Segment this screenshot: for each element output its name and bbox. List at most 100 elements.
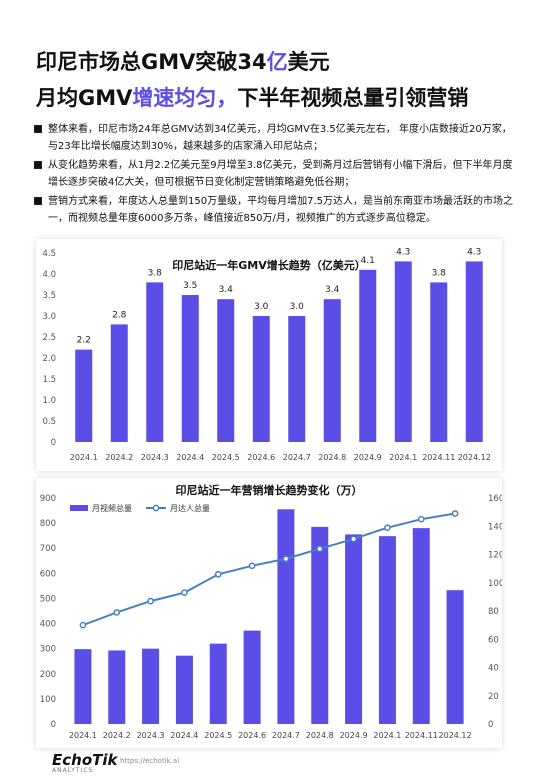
video-bar [74, 649, 92, 724]
y-right-tick-label: 100 [488, 579, 502, 589]
video-bar [277, 509, 295, 724]
y-tick-label: 3.5 [42, 291, 56, 301]
x-tick-label: 2024.12 [458, 453, 491, 462]
y-left-tick-label: 700 [40, 544, 56, 554]
x-tick-label: 2024.6 [238, 731, 266, 740]
legend-bar-swatch [70, 505, 88, 511]
brand-logo-sub: ANALYTICS [52, 767, 94, 774]
gmv-bar [394, 261, 412, 442]
x-tick-label: 2024.5 [204, 731, 232, 740]
y-tick-label: 0 [51, 438, 56, 448]
gmv-bar-chart: 0 0.5 1.0 1.5 2.0 2.5 3.0 3.5 4.0 4.5 2.2 2024.1 2.8… [42, 247, 491, 462]
creator-point [214, 570, 222, 578]
gmv-data-label: 4.3 [396, 247, 410, 257]
gmv-data-label: 3.5 [183, 281, 197, 291]
video-bar [446, 590, 464, 724]
y-left-tick-label: 500 [40, 594, 56, 604]
title-part: 印尼市场总GMV突破34 [36, 50, 267, 74]
creator-point [147, 597, 154, 605]
gmv-bar [75, 349, 93, 442]
creator-point [113, 609, 121, 616]
creator-point [79, 621, 87, 629]
gmv-data-label: 3.0 [290, 302, 305, 312]
y-left-tick-label: 0 [51, 720, 56, 730]
x-tick-label: 2024.12 [439, 731, 472, 740]
creator-point [282, 555, 290, 563]
y-tick-label: 0.5 [42, 417, 56, 427]
y-tick-label: 1.0 [42, 396, 56, 406]
gmv-bar [288, 316, 306, 442]
gmv-bar [359, 269, 377, 442]
gmv-data-label: 3.0 [254, 302, 269, 312]
bullet-text: 整体来看，印尼市场24年总GMV达到34亿美元，月均GMV在3.5亿美元左右， … [48, 124, 512, 152]
bullet-square-icon [34, 197, 42, 205]
x-tick-label: 2024.1 [70, 453, 98, 462]
gmv-bar [323, 299, 341, 442]
gmv-bar [252, 316, 270, 442]
subtitle-part: 下半年视频总量引领营销 [237, 86, 469, 110]
creator-point [248, 562, 256, 570]
y-right-tick-label: 140 [488, 522, 502, 532]
video-bar [209, 643, 227, 724]
x-tick-label: 2024.5 [212, 453, 240, 462]
gmv-chart-card: 印尼站近一年GMV增长趋势（亿美元） 0 0.5 1.0 1.5 2.0 2.5 3.0 3.… [36, 239, 502, 471]
y-tick-label: 4.5 [42, 249, 56, 259]
y-tick-label: 2.0 [42, 354, 56, 364]
legend-line-label: 月达人总量 [170, 503, 210, 513]
page-title: 印尼市场总GMV突破34亿美元 [36, 46, 330, 76]
y-right-tick-label: 60 [488, 635, 499, 645]
x-tick-label: 2024.1 [373, 731, 401, 740]
title-part: 美元 [287, 50, 330, 74]
y-left-tick-label: 900 [40, 494, 56, 504]
footer-url[interactable]: https://echotik.ai [120, 757, 180, 765]
bullet-square-icon [34, 161, 42, 169]
y-left-tick-label: 100 [40, 695, 56, 705]
y-tick-label: 4.0 [42, 270, 56, 280]
gmv-data-label: 3.8 [432, 268, 447, 278]
bullet-text: 营销方式来看，年度达人总量到150万量级，平均每月增加7.5万达人，是当前东南亚… [48, 196, 513, 224]
bullet-item: 营销方式来看，年度达人总量到150万量级，平均每月增加7.5万达人，是当前东南亚… [34, 193, 516, 227]
legend-line-marker [152, 504, 160, 512]
y-right-tick-label: 160 [488, 494, 502, 504]
gmv-data-label: 3.8 [148, 268, 163, 278]
gmv-data-label: 4.1 [361, 256, 375, 266]
y-right-tick-label: 120 [488, 551, 502, 561]
video-bar [311, 526, 329, 724]
x-tick-label: 2024.4 [170, 731, 198, 740]
gmv-bar [181, 295, 199, 442]
gmv-data-label: 3.4 [219, 285, 234, 295]
x-tick-label: 2024.4 [176, 453, 204, 462]
creator-line [82, 512, 456, 627]
legend-bar-label: 月视频总量 [92, 503, 132, 513]
bullet-square-icon [34, 125, 42, 133]
x-tick-label: 2024.7 [272, 731, 300, 740]
creator-point [384, 524, 391, 532]
gmv-bar [146, 282, 164, 442]
title-accent: 亿 [266, 50, 288, 74]
creator-point [350, 535, 357, 543]
y-tick-label: 2.5 [42, 333, 56, 343]
marketing-chart-title: 印尼站近一年营销增长趋势变化（万） [175, 484, 363, 497]
y-right-tick-label: 80 [488, 607, 499, 617]
gmv-bar [465, 261, 483, 442]
x-tick-label: 2024.7 [283, 453, 311, 462]
y-left-tick-label: 600 [40, 569, 56, 579]
y-left-tick-label: 800 [40, 519, 56, 529]
page-subtitle: 月均GMV增速均匀，下半年视频总量引领营销 [36, 82, 468, 112]
y-left-tick-label: 300 [40, 645, 56, 655]
video-bar [345, 534, 363, 724]
summary-bullets: 整体来看，印尼市场24年总GMV达到34亿美元，月均GMV在3.5亿美元左右， … [34, 121, 516, 229]
bullet-item: 整体来看，印尼市场24年总GMV达到34亿美元，月均GMV在3.5亿美元左右， … [34, 121, 516, 155]
video-bar [412, 528, 430, 724]
brand-logo: EchoTik [52, 751, 118, 769]
gmv-chart-title: 印尼站近一年GMV增长趋势（亿美元） [172, 259, 366, 272]
marketing-chart-card: 印尼站近一年营销增长趋势变化（万） 0 100 200 300 400 500 600 700… [36, 478, 504, 748]
x-tick-label: 2024.3 [137, 731, 165, 740]
gmv-bar [430, 282, 448, 442]
x-tick-label: 2024.11 [422, 453, 455, 462]
y-tick-label: 3.0 [42, 312, 56, 322]
video-bar [243, 630, 261, 724]
video-bar [142, 648, 160, 724]
y-right-tick-label: 40 [488, 664, 499, 674]
x-tick-label: 2024.11 [405, 731, 438, 740]
